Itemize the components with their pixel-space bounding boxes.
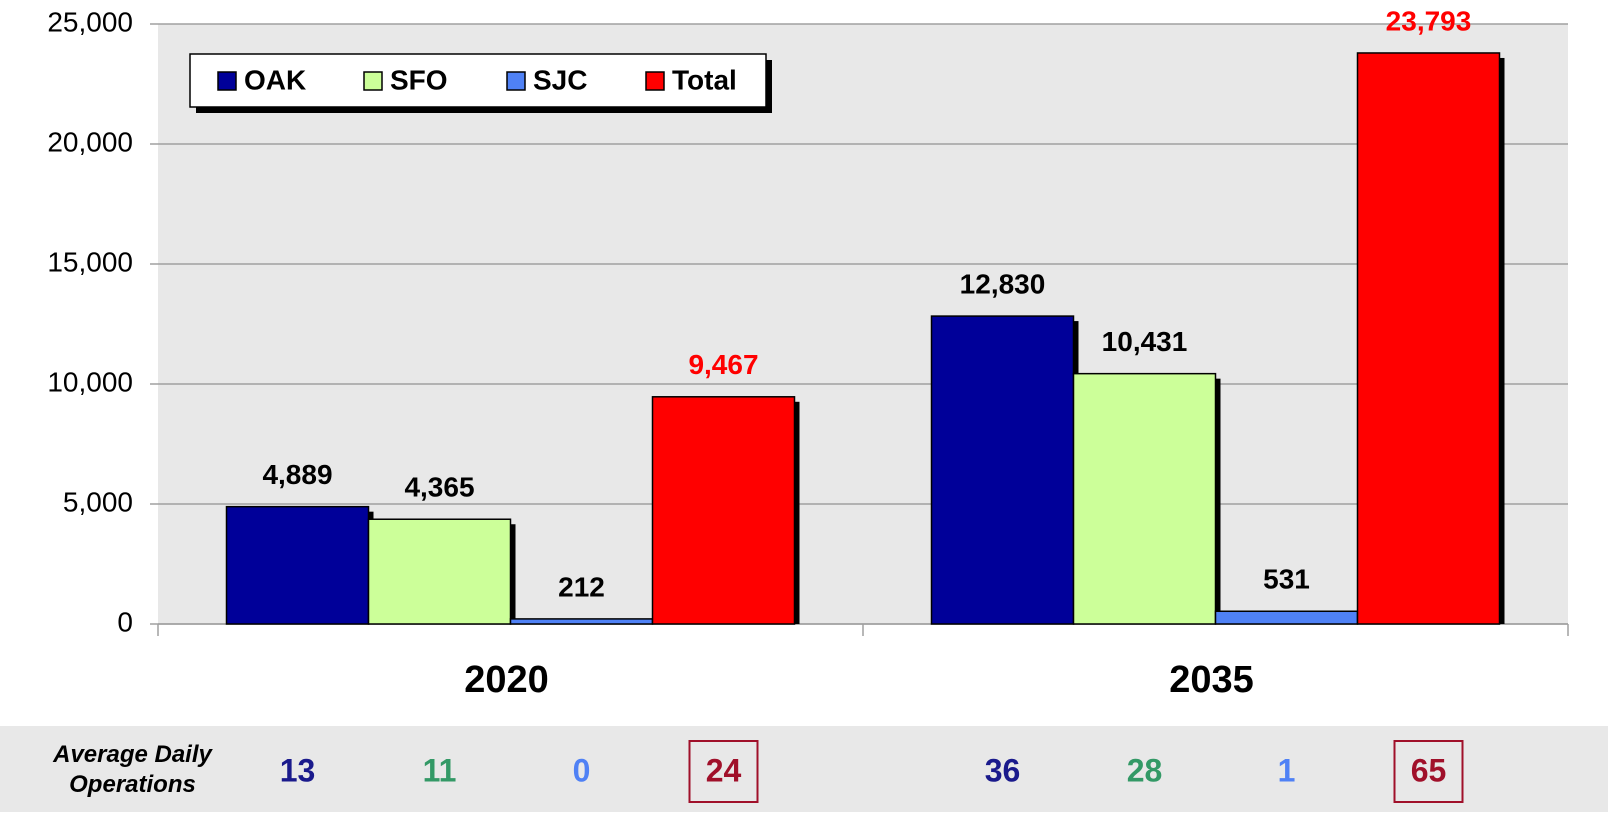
legend-label: OAK xyxy=(244,64,306,95)
value-label: 9,467 xyxy=(688,349,758,380)
value-label: 212 xyxy=(558,571,605,602)
legend xyxy=(189,53,767,108)
legend-label: SFO xyxy=(390,64,448,95)
bar xyxy=(930,315,1075,625)
legend-label: SJC xyxy=(533,64,587,95)
legend-swatch xyxy=(645,71,665,91)
bar xyxy=(509,618,654,625)
total-box xyxy=(688,740,759,803)
daily-operations-value: 28 xyxy=(1127,752,1163,788)
y-tick-label: 10,000 xyxy=(47,366,133,397)
bar xyxy=(225,505,370,625)
x-tick-label: 2020 xyxy=(464,659,549,701)
daily-operations-value: 36 xyxy=(985,752,1021,788)
value-label: 531 xyxy=(1263,564,1310,595)
x-tick-label: 2035 xyxy=(1169,659,1254,701)
bar xyxy=(651,396,796,625)
y-tick-label: 25,000 xyxy=(47,6,133,37)
daily-operations-value: 65 xyxy=(1411,752,1447,788)
legend-label: Total xyxy=(672,64,737,95)
daily-operations-value: 24 xyxy=(706,752,742,788)
y-tick-label: 0 xyxy=(117,606,133,637)
legend-swatch xyxy=(506,71,526,91)
legend-swatch xyxy=(363,71,383,91)
daily-operations-label: Average Daily Operations xyxy=(53,741,212,798)
value-label: 4,889 xyxy=(262,459,332,490)
daily-operations-value: 13 xyxy=(280,752,316,788)
bar xyxy=(1072,372,1217,625)
legend-swatch xyxy=(217,71,237,91)
daily-operations-value: 0 xyxy=(573,752,591,788)
total-box xyxy=(1393,740,1464,803)
y-tick-label: 20,000 xyxy=(47,126,133,157)
value-label: 12,830 xyxy=(960,268,1046,299)
value-label: 4,365 xyxy=(404,472,474,503)
value-label: 23,793 xyxy=(1386,5,1472,36)
table-band xyxy=(0,726,1608,812)
y-tick-label: 5,000 xyxy=(63,486,133,517)
bar xyxy=(1356,52,1501,625)
bar xyxy=(1214,610,1359,625)
value-label: 10,431 xyxy=(1102,326,1188,357)
y-tick-label: 15,000 xyxy=(47,246,133,277)
daily-operations-value: 11 xyxy=(423,752,457,788)
bar xyxy=(367,518,512,625)
daily-operations-value: 1 xyxy=(1278,752,1296,788)
